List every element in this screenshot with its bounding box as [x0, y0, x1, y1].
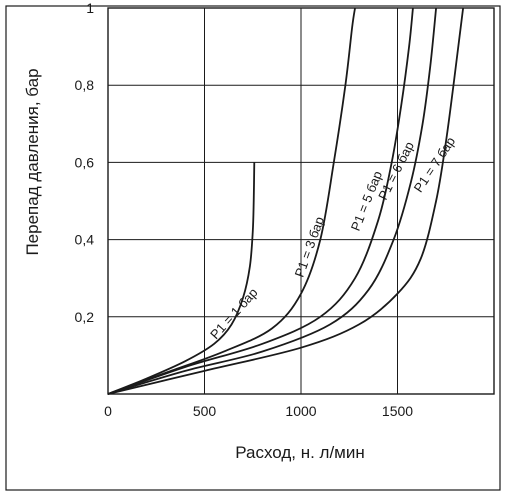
grid [108, 8, 494, 394]
y-tick-label: 0,6 [75, 154, 95, 170]
y-tick-label: 0,4 [75, 232, 95, 248]
axes [107, 7, 495, 395]
y-axis-label: Перепад давления, бар [23, 68, 42, 255]
y-tick-label: 0,2 [75, 309, 95, 325]
series-line-2 [107, 7, 356, 395]
series-lines [107, 7, 465, 395]
series-line-1 [107, 162, 256, 395]
series-line-3 [107, 7, 414, 395]
tick-labels: 0 500 1000 1500 0,2 0,4 0,6 0,8 1 [75, 0, 414, 419]
plot-frame [107, 7, 495, 395]
x-tick-label: 1500 [382, 403, 413, 419]
series-line-4 [107, 7, 437, 395]
y-tick-label: 1 [86, 0, 94, 16]
x-tick-label: 500 [193, 403, 217, 419]
series-line-5 [107, 7, 465, 395]
y-tick-label: 0,8 [75, 77, 95, 93]
x-tick-label: 0 [104, 403, 112, 419]
outer-frame [5, 5, 501, 491]
x-tick-label: 1000 [285, 403, 316, 419]
x-axis-label: Расход, н. л/мин [235, 443, 365, 462]
